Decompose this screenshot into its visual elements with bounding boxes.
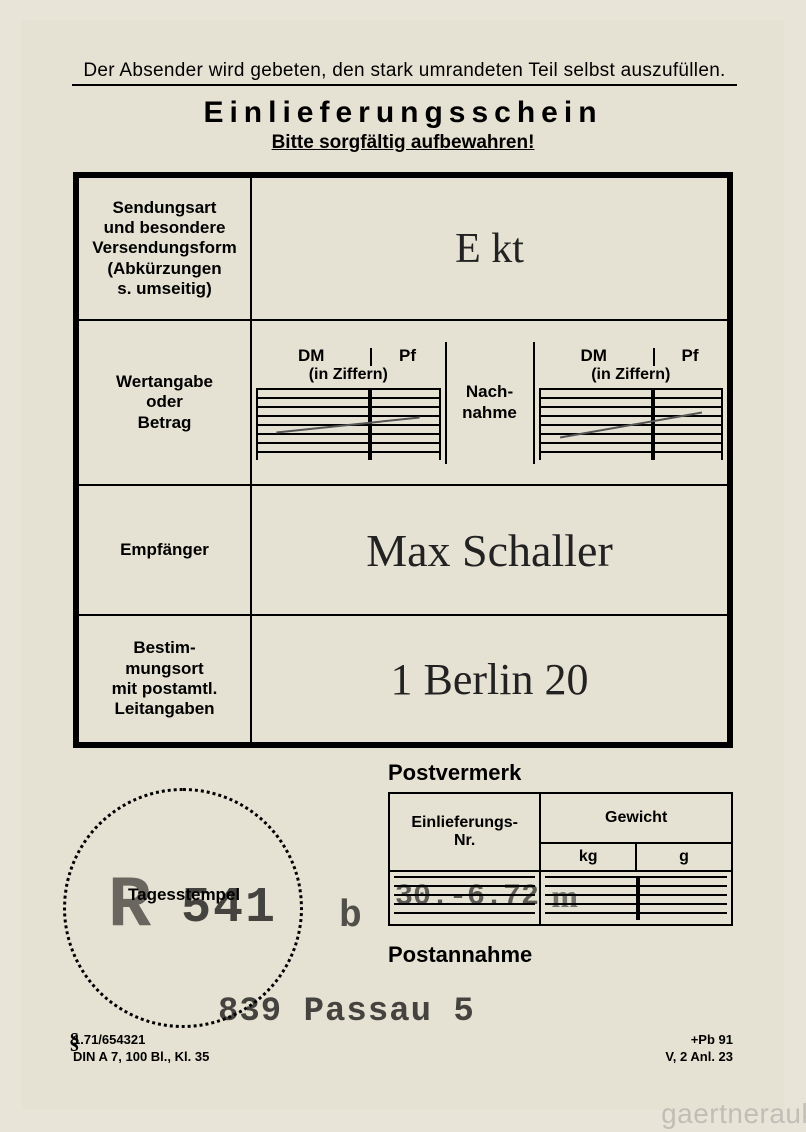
value-sendungsart: E kt <box>251 175 730 320</box>
ziffern-label-2: (in Ziffern) <box>535 366 728 388</box>
postvermerk-label: Postvermerk <box>388 760 521 786</box>
dm-label-1: DM <box>252 346 370 366</box>
ziffern-label-1: (in Ziffern) <box>252 366 445 388</box>
form-page: Der Absender wird gebeten, den stark umr… <box>22 20 784 1110</box>
gewicht-header: Gewicht <box>540 793 732 843</box>
instruction-text: Der Absender wird gebeten, den stark umr… <box>72 60 737 86</box>
stamp-date: 30.-6.72 <box>395 880 539 914</box>
stamp-location: 839 Passau 5 <box>218 993 475 1031</box>
einlieferungs-value: 30.-6.72 <box>389 871 540 925</box>
einlieferungs-header: Einlieferungs- Nr. <box>389 793 540 871</box>
form-subtitle: Bitte sorgfältig aufbewahren! <box>72 132 734 154</box>
nachnahme-label: Nach- nahme <box>445 342 535 464</box>
label-bestimmungsort: Bestim- mungsort mit postamtl. Leitangab… <box>76 615 251 745</box>
postvermerk-table: Einlieferungs- Nr. Gewicht kg g 30.-6.72… <box>388 792 733 926</box>
stamp-suffix: b <box>339 895 362 938</box>
gewicht-value: m <box>540 871 732 925</box>
value-bestimmungsort: 1 Berlin 20 <box>251 615 730 745</box>
bottom-area: Tagesstempel R 541 b 839 Passau 5 Postve… <box>73 760 733 1040</box>
stamp-weight: m <box>551 878 578 915</box>
stamp-letter-r: R <box>108 865 147 947</box>
label-sendungsart: Sendungsart und besondere Versendungsfor… <box>76 175 251 320</box>
value-wertangabe: DM Pf (in Ziffern) Nach- nahme DM Pf (in… <box>251 320 730 485</box>
label-empfaenger: Empfänger <box>76 485 251 615</box>
g-header: g <box>636 843 732 871</box>
footer-left: 1.71/654321 DIN A 7, 100 Bl., Kl. 35 <box>73 1032 209 1066</box>
watermark: gaertnerauk <box>661 1098 806 1130</box>
stamp-number: 541 <box>181 880 277 937</box>
form-title: Einlieferungsschein <box>72 96 734 130</box>
pf-label-2: Pf <box>653 346 727 366</box>
kg-header: kg <box>540 843 636 871</box>
hatch-area-1 <box>256 388 441 460</box>
hatch-area-2 <box>539 388 724 460</box>
footer-right: +Pb 91 V, 2 Anl. 23 <box>665 1032 733 1066</box>
postannahme-label: Postannahme <box>388 942 532 968</box>
dm-label-2: DM <box>535 346 653 366</box>
value-empfaenger: Max Schaller <box>251 485 730 615</box>
main-form-table: Sendungsart und besondere Versendungsfor… <box>73 172 733 748</box>
pf-label-1: Pf <box>370 346 444 366</box>
label-wertangabe: Wertangabe oder Betrag <box>76 320 251 485</box>
